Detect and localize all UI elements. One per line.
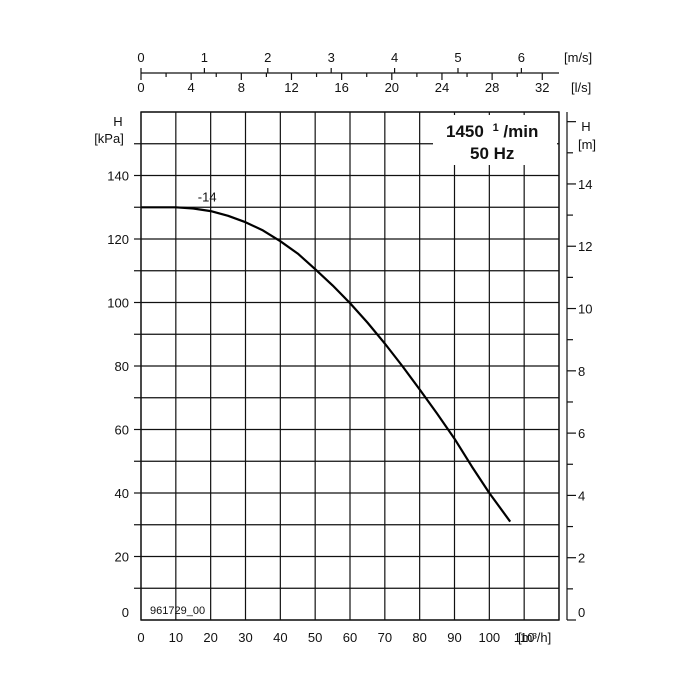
x-tick-label: 50 [308,630,322,645]
y-left-tick-label: 120 [107,232,129,247]
y-left-tick-label: 80 [115,359,129,374]
y-right-tick-label: 10 [578,302,592,317]
x-ls-tick-label: 0 [137,80,144,95]
x-ms-tick-label: 2 [264,50,271,65]
x-tick-label: 60 [343,630,357,645]
y-right-tick-label: 6 [578,426,585,441]
y-left-tick-label: 140 [107,169,129,184]
speed-label: 1450 1 /min [446,116,538,141]
x-axis-ms-unit: [m/s] [564,50,592,65]
info-box: 1450 1 /min 50 Hz [433,115,557,165]
x-tick-label: 110 [514,630,535,645]
x-ls-tick-label: 12 [284,80,298,95]
y-axis-left-unit: [kPa] [94,131,124,146]
y-left-tick-label: 0 [122,605,129,620]
axes: 0 10 20 30 40 50 60 70 80 90 100 110020406080100120… [107,50,592,645]
x-tick-label: 30 [238,630,252,645]
x-axis-ls-unit: [l/s] [571,80,591,95]
x-ls-tick-label: 32 [535,80,549,95]
y-right-tick-label: 2 [578,551,585,566]
x-tick-label: 10 [169,630,183,645]
x-ms-tick-label: 1 [201,50,208,65]
y-left-tick-label: 20 [115,550,129,565]
y-axis-right-unit: [m] [578,137,596,152]
x-ms-tick-label: 3 [328,50,335,65]
y-axis-right-label: H [581,119,590,134]
x-ls-tick-label: 24 [435,80,449,95]
x-tick-label: 40 [273,630,287,645]
x-tick-label: 20 [203,630,217,645]
y-right-tick-label: 14 [578,177,592,192]
y-right-tick-label: 4 [578,488,585,503]
y-left-tick-label: 40 [115,486,129,501]
y-right-tick-label: 8 [578,364,585,379]
x-tick-label: 70 [378,630,392,645]
x-axis-unit: [m³/h] [518,630,551,645]
series-label: -14 [198,189,217,204]
x-tick-label: 0 [137,630,144,645]
frequency-label: 50 Hz [470,144,514,163]
x-ls-tick-label: 8 [238,80,245,95]
x-ms-tick-label: 6 [518,50,525,65]
y-axis-left-label: H [113,114,122,129]
drawing-code: 961729_00 [150,605,205,617]
x-ms-tick-label: 4 [391,50,398,65]
y-right-tick-label: 12 [578,239,592,254]
y-right-tick-label: 0 [578,605,585,620]
x-ls-tick-label: 16 [334,80,348,95]
y-left-tick-label: 100 [107,296,129,311]
x-tick-label: 90 [447,630,461,645]
x-ms-tick-label: 5 [454,50,461,65]
x-tick-label: 80 [412,630,426,645]
y-left-tick-label: 60 [115,423,129,438]
curve-group: -14 [141,189,512,523]
x-ms-tick-label: 0 [137,50,144,65]
x-ls-tick-label: 20 [385,80,399,95]
pump-curve-line [141,206,512,523]
x-tick-label: 100 [478,630,500,645]
x-ls-tick-label: 28 [485,80,499,95]
x-ls-tick-label: 4 [188,80,195,95]
grid-lines [140,111,560,621]
